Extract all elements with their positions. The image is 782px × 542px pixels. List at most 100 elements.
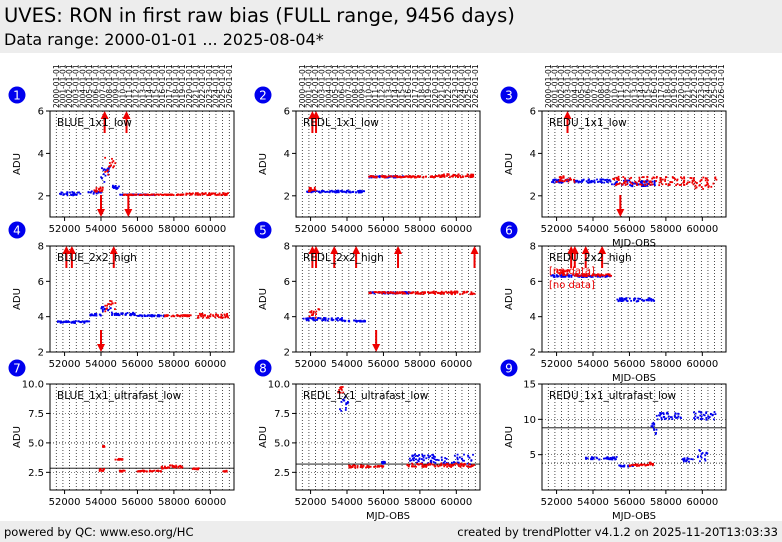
data-point	[637, 183, 640, 186]
data-point	[215, 194, 218, 197]
data-point	[589, 180, 592, 183]
data-point	[658, 184, 661, 187]
data-point	[107, 167, 110, 170]
panel-number: 7	[13, 362, 21, 376]
data-point	[175, 194, 178, 196]
data-point	[369, 465, 372, 468]
data-point	[637, 180, 640, 183]
data-point	[101, 167, 103, 170]
data-point	[683, 179, 686, 182]
data-point	[671, 176, 674, 179]
x-tick-label: 56000	[122, 359, 154, 370]
y-tick-label: 2.5	[28, 468, 44, 479]
data-point	[312, 318, 315, 321]
data-point	[108, 165, 110, 168]
data-point	[57, 320, 59, 323]
data-point	[177, 465, 180, 468]
data-point	[388, 175, 390, 178]
no-data-label: [no data]	[549, 266, 595, 277]
data-point	[434, 455, 436, 458]
data-point	[615, 176, 618, 179]
data-point	[307, 317, 309, 320]
data-point	[188, 314, 190, 317]
data-point	[405, 175, 408, 178]
x-tick-label: 60000	[194, 497, 226, 508]
y-tick-label: 6	[530, 107, 536, 118]
data-point	[646, 463, 648, 466]
data-point	[114, 162, 117, 165]
data-point	[634, 297, 636, 300]
data-point	[693, 411, 695, 414]
panel-number: 5	[259, 224, 267, 238]
x-tick-label: 58000	[650, 497, 682, 508]
data-point	[419, 293, 422, 295]
data-point	[566, 272, 569, 275]
data-point	[136, 314, 139, 317]
data-point	[355, 319, 358, 322]
data-point	[682, 181, 685, 184]
data-point	[450, 463, 452, 466]
data-point	[188, 192, 191, 195]
data-point	[449, 291, 452, 294]
data-point	[669, 181, 672, 183]
data-point	[693, 417, 695, 419]
data-point	[392, 175, 395, 178]
data-point	[650, 181, 653, 184]
data-point	[630, 299, 633, 302]
year-tick-label: 2023-01-01	[205, 64, 214, 108]
data-point	[608, 273, 611, 276]
data-point	[653, 423, 656, 426]
data-point	[605, 273, 608, 276]
data-point	[209, 193, 212, 196]
x-axis-label: MJD-OBS	[612, 511, 656, 522]
data-point	[579, 274, 582, 277]
data-point	[466, 465, 468, 468]
data-point	[200, 313, 203, 315]
x-tick-label: 54000	[85, 359, 117, 370]
year-tick-label: 2023-01-01	[451, 64, 460, 108]
x-tick-label: 54000	[331, 359, 363, 370]
data-point	[556, 275, 559, 278]
data-point	[71, 321, 74, 324]
data-point	[696, 456, 699, 459]
data-point	[348, 320, 351, 323]
data-point	[641, 298, 644, 301]
data-point	[341, 317, 343, 319]
data-point	[373, 176, 376, 178]
data-point	[101, 189, 103, 192]
data-point	[454, 291, 457, 294]
data-point	[713, 418, 715, 421]
data-point	[194, 468, 196, 471]
data-point	[156, 315, 159, 318]
data-point	[625, 179, 628, 182]
data-point	[175, 465, 178, 468]
data-point	[91, 314, 94, 316]
data-point	[412, 457, 414, 460]
data-point	[686, 181, 689, 184]
data-point	[130, 313, 133, 316]
data-point	[461, 463, 464, 466]
data-point	[372, 291, 375, 294]
data-point	[459, 466, 462, 468]
data-point	[562, 271, 565, 274]
arrowhead-down	[372, 344, 381, 352]
data-point	[704, 454, 707, 457]
data-point	[107, 173, 110, 176]
data-point	[631, 185, 634, 188]
year-tick-label: 2020-01-01	[185, 64, 194, 108]
data-point	[119, 469, 122, 472]
data-point	[662, 416, 665, 418]
year-tick-label: 2024-01-01	[457, 64, 466, 108]
data-point	[445, 462, 448, 464]
data-point	[640, 185, 643, 188]
year-tick-label: 2024-01-01	[703, 64, 712, 108]
data-point	[167, 193, 170, 196]
data-point	[437, 174, 440, 177]
x-tick-label: 52000	[541, 359, 573, 370]
chart-panel-3: 2000-01-012001-01-012002-01-012003-01-01…	[500, 64, 727, 249]
data-point	[113, 165, 115, 168]
panel-number-badge	[254, 86, 272, 104]
data-point	[552, 179, 555, 181]
data-point	[689, 177, 692, 179]
data-point	[433, 176, 435, 178]
